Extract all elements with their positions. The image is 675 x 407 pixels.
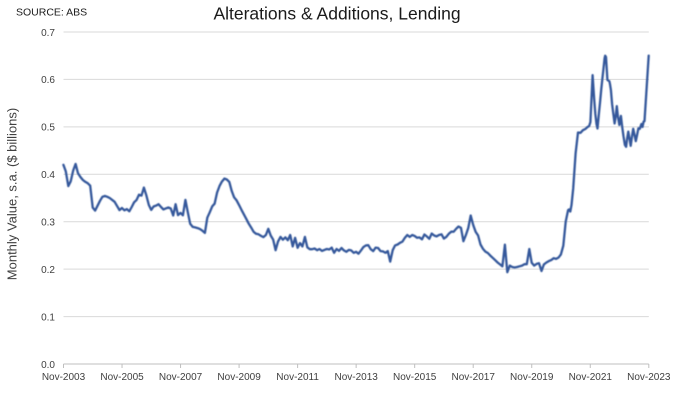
svg-text:Alterations & Additions, Lendi: Alterations & Additions, Lending bbox=[213, 4, 460, 24]
svg-text:SOURCE: ABS: SOURCE: ABS bbox=[16, 6, 87, 18]
svg-text:Nov-2017: Nov-2017 bbox=[452, 372, 496, 383]
svg-text:Nov-2005: Nov-2005 bbox=[100, 372, 144, 383]
svg-text:0.2: 0.2 bbox=[41, 265, 55, 276]
svg-text:Nov-2023: Nov-2023 bbox=[627, 372, 671, 383]
svg-text:Nov-2015: Nov-2015 bbox=[393, 372, 437, 383]
svg-text:0.0: 0.0 bbox=[41, 360, 55, 371]
svg-text:0.3: 0.3 bbox=[41, 218, 55, 229]
svg-text:0.4: 0.4 bbox=[41, 170, 55, 181]
svg-text:Nov-2019: Nov-2019 bbox=[510, 372, 554, 383]
svg-text:Nov-2013: Nov-2013 bbox=[334, 372, 378, 383]
svg-text:Nov-2003: Nov-2003 bbox=[42, 372, 86, 383]
svg-text:0.1: 0.1 bbox=[41, 312, 55, 323]
svg-text:0.5: 0.5 bbox=[41, 123, 55, 134]
svg-text:Monthly Value, s.a. ($ billion: Monthly Value, s.a. ($ billions) bbox=[5, 108, 20, 280]
svg-text:0.6: 0.6 bbox=[41, 75, 55, 86]
svg-text:Nov-2009: Nov-2009 bbox=[217, 372, 261, 383]
svg-text:0.7: 0.7 bbox=[41, 28, 55, 39]
svg-text:Nov-2011: Nov-2011 bbox=[276, 372, 319, 383]
svg-text:Nov-2007: Nov-2007 bbox=[159, 372, 203, 383]
svg-text:Nov-2021: Nov-2021 bbox=[569, 372, 613, 383]
